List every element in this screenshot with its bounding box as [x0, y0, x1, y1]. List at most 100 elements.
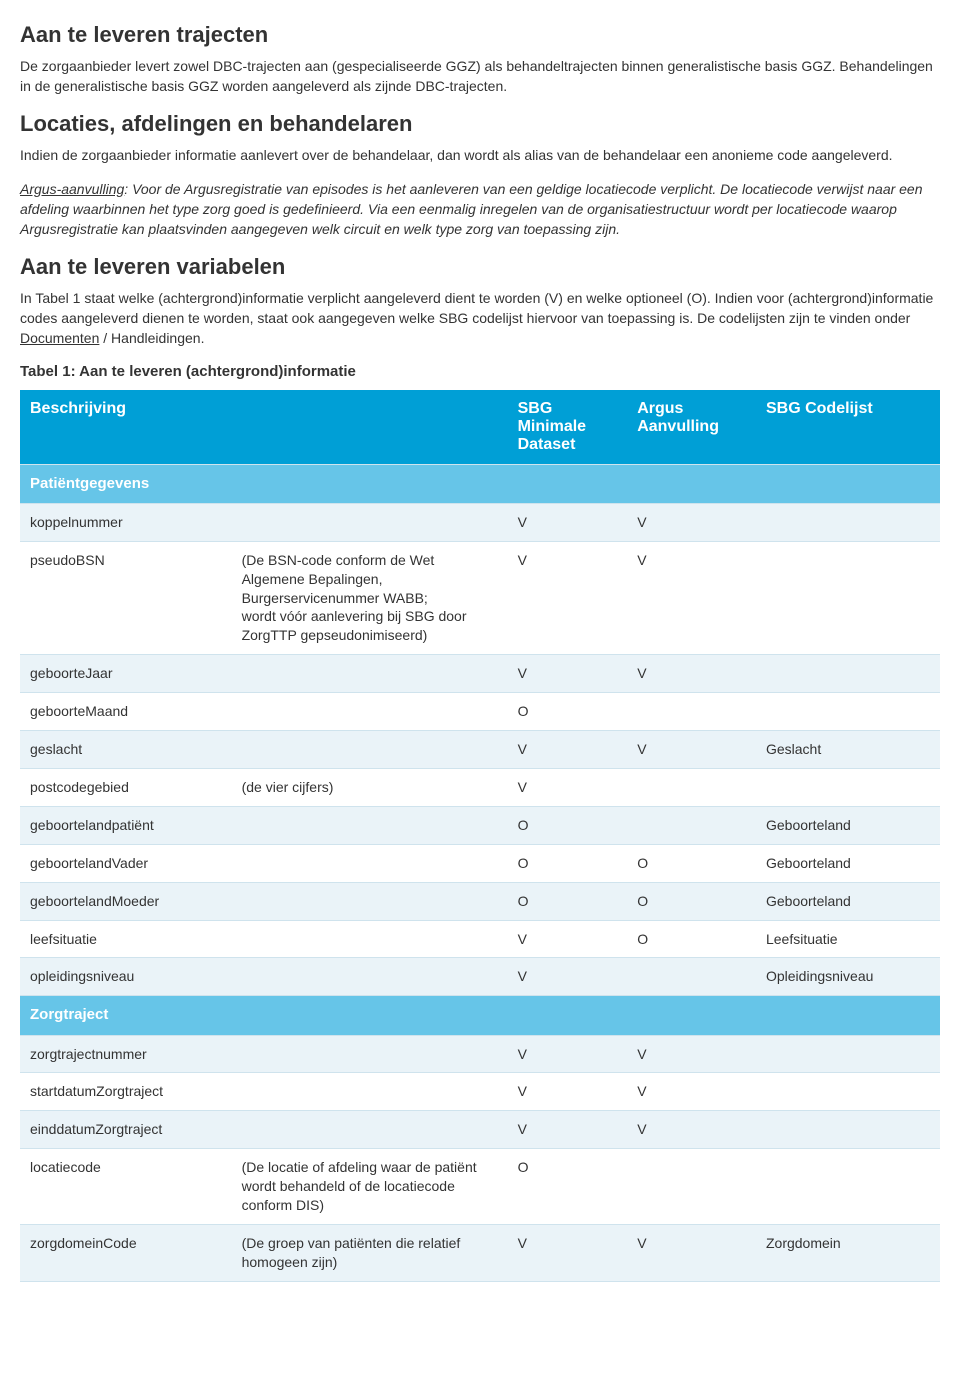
cell-c4: [627, 693, 756, 731]
cell-c4: V: [627, 541, 756, 654]
table-row: geboorteMaand O: [20, 693, 940, 731]
cell-c1: geboortelandVader: [20, 844, 232, 882]
cell-c5: Geboorteland: [756, 882, 940, 920]
paragraph-argus: Argus-aanvulling: Voor de Argusregistrat…: [20, 179, 940, 240]
cell-c5: Geboorteland: [756, 806, 940, 844]
cell-c4: V: [627, 1073, 756, 1111]
table-row: locatiecode(De locatie of afdeling waar …: [20, 1149, 940, 1225]
section-cell: Patiëntgegevens: [20, 464, 940, 503]
table-row: zorgtrajectnummer VV: [20, 1035, 940, 1073]
cell-c2: (De groep van patiënten die relatief hom…: [232, 1224, 508, 1281]
table-row: geboortelandVaderOOGeboorteland: [20, 844, 940, 882]
table-row: leefsituatieVOLeefsituatie: [20, 920, 940, 958]
cell-c3: O: [508, 806, 628, 844]
cell-c2: [232, 806, 508, 844]
table-row: postcodegebied(de vier cijfers)V: [20, 768, 940, 806]
cell-c2: [232, 1111, 508, 1149]
cell-c1: locatiecode: [20, 1149, 232, 1225]
cell-c1: geboorteJaar: [20, 655, 232, 693]
cell-c5: [756, 655, 940, 693]
cell-c5: Zorgdomein: [756, 1224, 940, 1281]
table-row: geboortelandMoederOOGeboorteland: [20, 882, 940, 920]
cell-c4: O: [627, 882, 756, 920]
cell-c4: V: [627, 731, 756, 769]
cell-c3: V: [508, 920, 628, 958]
cell-c1: leefsituatie: [20, 920, 232, 958]
cell-c3: O: [508, 844, 628, 882]
cell-c3: V: [508, 731, 628, 769]
heading-trajecten: Aan te leveren trajecten: [20, 22, 940, 48]
cell-c4: V: [627, 1035, 756, 1073]
cell-c1: koppelnummer: [20, 503, 232, 541]
cell-c5: [756, 1035, 940, 1073]
cell-c2: (de vier cijfers): [232, 768, 508, 806]
table-row: geboorteJaarVV: [20, 655, 940, 693]
cell-c4: [627, 1149, 756, 1225]
cell-c4: V: [627, 1224, 756, 1281]
cell-c5: [756, 768, 940, 806]
table-row: zorgdomeinCode(De groep van patiënten di…: [20, 1224, 940, 1281]
heading-variabelen: Aan te leveren variabelen: [20, 254, 940, 280]
cell-c2: [232, 503, 508, 541]
cell-c1: geboortelandMoeder: [20, 882, 232, 920]
cell-c4: O: [627, 844, 756, 882]
table-row: Patiëntgegevens: [20, 464, 940, 503]
table-row: opleidingsniveauVOpleidingsniveau: [20, 958, 940, 996]
th-argus: Argus Aanvulling: [627, 390, 756, 465]
cell-c3: O: [508, 693, 628, 731]
cell-c5: [756, 693, 940, 731]
cell-c2: [232, 920, 508, 958]
paragraph-locaties: Indien de zorgaanbieder informatie aanle…: [20, 145, 940, 165]
table-row: startdatumZorgtrajectVV: [20, 1073, 940, 1111]
table-row: koppelnummerVV: [20, 503, 940, 541]
cell-c3: V: [508, 768, 628, 806]
cell-c1: einddatumZorgtraject: [20, 1111, 232, 1149]
info-table: Beschrijving SBG Minimale Dataset Argus …: [20, 390, 940, 1282]
cell-c2: (De BSN-code conform de Wet Algemene Bep…: [232, 541, 508, 654]
cell-c4: [627, 768, 756, 806]
table-row: pseudoBSN(De BSN-code conform de Wet Alg…: [20, 541, 940, 654]
cell-c3: V: [508, 541, 628, 654]
argus-label: Argus-aanvulling: [20, 181, 124, 197]
th-codelijst: SBG Codelijst: [756, 390, 940, 465]
cell-c3: O: [508, 882, 628, 920]
cell-c2: [232, 731, 508, 769]
var-text-b: / Handleidingen.: [99, 330, 204, 346]
cell-c3: V: [508, 1111, 628, 1149]
cell-c1: postcodegebied: [20, 768, 232, 806]
table-caption: Tabel 1: Aan te leveren (achtergrond)inf…: [20, 363, 940, 380]
cell-c5: Geslacht: [756, 731, 940, 769]
cell-c5: [756, 503, 940, 541]
cell-c2: [232, 693, 508, 731]
cell-c2: (De locatie of afdeling waar de patiënt …: [232, 1149, 508, 1225]
cell-c3: V: [508, 1073, 628, 1111]
documenten-link[interactable]: Documenten: [20, 330, 99, 346]
table-row: geboortelandpatiëntOGeboorteland: [20, 806, 940, 844]
cell-c5: [756, 1073, 940, 1111]
cell-c1: geboorteMaand: [20, 693, 232, 731]
table-row: geslachtVVGeslacht: [20, 731, 940, 769]
cell-c5: [756, 1111, 940, 1149]
cell-c2: [232, 844, 508, 882]
cell-c1: pseudoBSN: [20, 541, 232, 654]
cell-c4: [627, 806, 756, 844]
cell-c1: zorgtrajectnummer: [20, 1035, 232, 1073]
cell-c2: [232, 1035, 508, 1073]
argus-rest: : Voor de Argusregistratie van episodes …: [20, 181, 923, 238]
heading-locaties: Locaties, afdelingen en behandelaren: [20, 111, 940, 137]
cell-c3: V: [508, 958, 628, 996]
cell-c4: [627, 958, 756, 996]
cell-c3: V: [508, 1035, 628, 1073]
cell-c2: [232, 1073, 508, 1111]
cell-c2: [232, 655, 508, 693]
th-sbg-min: SBG Minimale Dataset: [508, 390, 628, 465]
cell-c5: [756, 541, 940, 654]
section-cell: Zorgtraject: [20, 996, 940, 1035]
cell-c5: Geboorteland: [756, 844, 940, 882]
table-body: PatiëntgegevenskoppelnummerVVpseudoBSN(D…: [20, 464, 940, 1281]
cell-c3: V: [508, 503, 628, 541]
cell-c2: [232, 958, 508, 996]
table-header-row: Beschrijving SBG Minimale Dataset Argus …: [20, 390, 940, 465]
cell-c3: O: [508, 1149, 628, 1225]
cell-c5: [756, 1149, 940, 1225]
